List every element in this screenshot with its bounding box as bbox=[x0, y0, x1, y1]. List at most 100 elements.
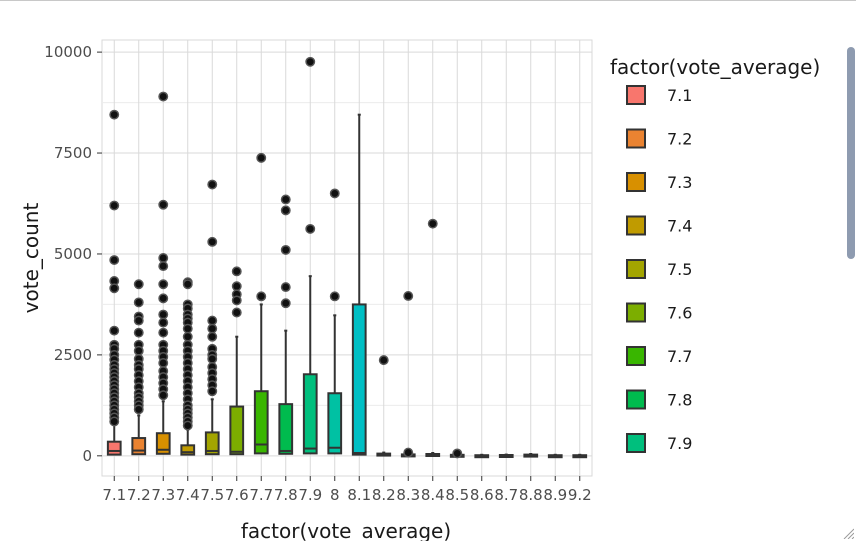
outlier-point bbox=[280, 282, 291, 293]
outlier-point bbox=[256, 291, 267, 302]
x-tick-label: 9.2 bbox=[568, 486, 592, 504]
box-group bbox=[180, 277, 196, 456]
x-tick-label: 8.3 bbox=[396, 486, 420, 504]
resize-grip-icon[interactable] bbox=[842, 527, 854, 539]
box-group bbox=[131, 279, 147, 456]
outlier-point bbox=[329, 188, 340, 199]
x-tick-label: 7.8 bbox=[274, 486, 298, 504]
outlier-point bbox=[256, 152, 267, 163]
legend-label: 7.2 bbox=[667, 130, 692, 149]
legend-item: 7.8 bbox=[626, 389, 692, 410]
outlier-point bbox=[207, 323, 218, 334]
outlier-point bbox=[231, 307, 242, 318]
x-tick-label: 8.9 bbox=[543, 486, 567, 504]
outlier-point bbox=[158, 199, 169, 210]
box-group bbox=[572, 453, 588, 459]
box-iqr bbox=[204, 431, 220, 456]
x-tick-label: 8.6 bbox=[470, 486, 494, 504]
box-group bbox=[253, 152, 269, 455]
box-group bbox=[498, 453, 514, 459]
box-group bbox=[106, 109, 122, 456]
outlier-point bbox=[305, 223, 316, 234]
legend-key bbox=[626, 85, 646, 105]
outlier-point bbox=[280, 244, 291, 255]
outlier-point bbox=[403, 447, 414, 458]
box-group bbox=[204, 179, 220, 456]
legend-item: 7.3 bbox=[626, 172, 692, 192]
x-tick-label: 8.2 bbox=[372, 486, 396, 504]
outlier-point bbox=[280, 194, 291, 205]
x-axis-ticks: 7.1 7.2 7.3 7.4 7.5 7.6 7.7 7.8 7.9 8 8.1 8.2 8.3 8.4… bbox=[102, 476, 592, 504]
legend-key bbox=[626, 433, 646, 453]
outlier-point bbox=[158, 253, 169, 263]
y-axis-ticks: 0 2500 5000 7500 10000 bbox=[44, 43, 102, 465]
outlier-point bbox=[158, 317, 169, 328]
legend-item: 7.6 bbox=[626, 302, 692, 323]
outlier-point bbox=[452, 448, 463, 459]
legend-key bbox=[626, 215, 646, 236]
box-group bbox=[376, 355, 392, 457]
outlier-point bbox=[133, 297, 144, 308]
box-group bbox=[351, 113, 367, 456]
x-tick-label: 8 bbox=[330, 486, 340, 504]
box-group bbox=[327, 188, 343, 455]
y-tick-label: 2500 bbox=[54, 346, 92, 364]
box-iqr bbox=[253, 390, 269, 455]
outlier-point bbox=[158, 358, 169, 368]
x-tick-label: 8.7 bbox=[494, 486, 518, 504]
x-tick-label: 7.1 bbox=[102, 486, 126, 504]
outlier-point bbox=[182, 279, 193, 290]
outlier-point bbox=[158, 279, 169, 290]
outlier-point bbox=[280, 298, 291, 309]
legend-label: 7.3 bbox=[667, 173, 692, 192]
legend-key bbox=[626, 346, 646, 366]
box-iqr bbox=[106, 440, 122, 456]
outlier-point bbox=[231, 266, 242, 277]
outlier-point bbox=[231, 281, 242, 292]
x-tick-label: 7.6 bbox=[225, 486, 249, 504]
outlier-point bbox=[182, 331, 193, 342]
y-tick-label: 7500 bbox=[54, 144, 92, 162]
boxes bbox=[106, 56, 588, 459]
x-tick-label: 8.5 bbox=[445, 486, 469, 504]
box-iqr bbox=[131, 437, 147, 456]
legend: 7.1 7.2 7.3 7.4 7.5 7.6 7.7 7.8 7.9 bbox=[626, 85, 692, 453]
box-group bbox=[523, 452, 539, 458]
outlier-point bbox=[378, 355, 389, 366]
outlier-point bbox=[207, 386, 218, 397]
y-tick-label: 10000 bbox=[44, 43, 92, 61]
legend-key bbox=[626, 302, 646, 323]
legend-label: 7.4 bbox=[667, 217, 692, 236]
outlier-point bbox=[207, 236, 218, 247]
x-tick-label: 7.4 bbox=[176, 486, 200, 504]
legend-label: 7.8 bbox=[667, 391, 692, 410]
legend-key bbox=[626, 259, 646, 279]
y-tick-label: 5000 bbox=[54, 245, 92, 263]
outlier-point bbox=[158, 390, 169, 401]
legend-label: 7.5 bbox=[667, 260, 692, 279]
x-tick-label: 8.1 bbox=[347, 486, 371, 504]
outlier-point bbox=[133, 327, 144, 338]
y-axis-title: vote_count bbox=[19, 203, 43, 314]
box-group bbox=[400, 290, 416, 458]
outlier-point bbox=[158, 293, 169, 304]
box-iqr bbox=[351, 303, 367, 456]
legend-item: 7.4 bbox=[626, 215, 692, 236]
outlier-point bbox=[207, 179, 218, 190]
box-iqr bbox=[278, 403, 294, 455]
outlier-point bbox=[158, 309, 169, 320]
plot-panel bbox=[101, 39, 593, 477]
x-tick-label: 7.2 bbox=[127, 486, 151, 504]
y-tick-label: 0 bbox=[82, 447, 92, 465]
box-group bbox=[229, 266, 245, 456]
x-tick-label: 7.5 bbox=[200, 486, 224, 504]
box-iqr bbox=[327, 392, 343, 455]
box-group bbox=[425, 218, 441, 457]
outlier-point bbox=[427, 218, 438, 229]
x-tick-label: 8.8 bbox=[519, 486, 543, 504]
legend-scrollbar[interactable] bbox=[847, 47, 855, 259]
outlier-point bbox=[109, 200, 120, 211]
box-iqr bbox=[180, 444, 196, 456]
x-tick-label: 7.3 bbox=[151, 486, 175, 504]
